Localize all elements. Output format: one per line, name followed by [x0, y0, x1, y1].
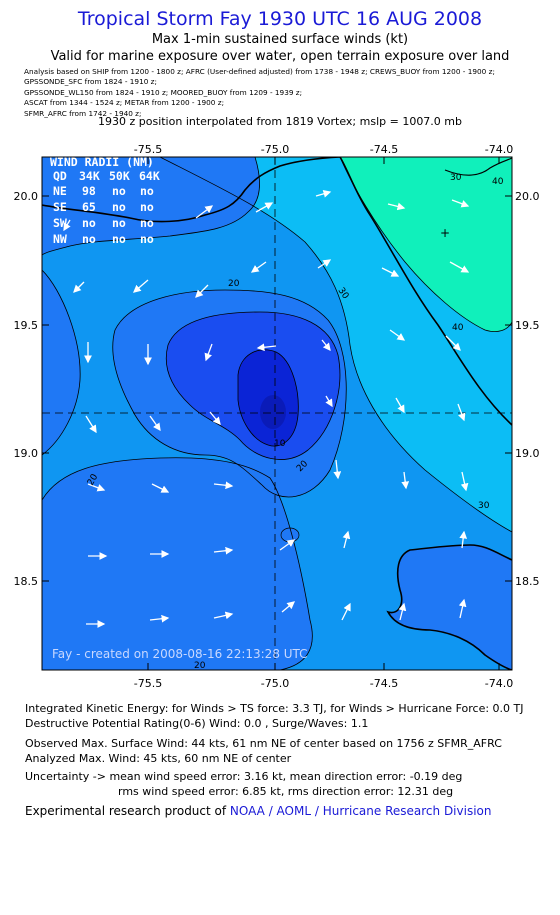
x-tick-label: -75.5	[134, 677, 162, 690]
wind-field: 30 40 20 30 40 10 20 20 30 20 + WIND RAD…	[42, 155, 512, 671]
credit-line: Fay - created on 2008-08-16 22:13:28 UTC	[52, 647, 308, 661]
radii-cell: no	[140, 216, 154, 230]
radii-cell: 98	[82, 184, 96, 198]
source-line: GPSSONDE_WL150 from 1824 - 1910 z; MOORE…	[24, 87, 303, 97]
x-tick-label: -75.5	[134, 143, 162, 156]
map-frame	[41, 156, 513, 671]
radii-header-qd: QD	[53, 169, 67, 183]
contour-label: 30	[450, 173, 462, 183]
map-title: Tropical Storm Fay 1930 UTC 16 AUG 2008	[77, 8, 483, 30]
y-tick-label: 20.0	[14, 190, 39, 203]
radii-cell: no	[82, 216, 96, 230]
radii-cell: no	[140, 200, 154, 214]
y-tick-labels-right: 20.0 19.5 19.0 18.5	[515, 190, 540, 588]
ike-line: Integrated Kinetic Energy: for Winds > T…	[25, 702, 524, 715]
y-tick-labels-left: 20.0 19.5 19.0 18.5	[14, 190, 39, 588]
contour-label: 40	[492, 177, 504, 187]
x-tick-label: -74.5	[370, 677, 398, 690]
x-tick-labels-bottom: -75.5 -75.0 -74.5 -74.0	[134, 677, 513, 690]
uncertainty-rms-line: rms wind speed error: 6.85 kt, rms direc…	[118, 785, 454, 798]
x-tick-label: -74.5	[370, 143, 398, 156]
contour-label: 30	[478, 501, 490, 511]
max-wind-marker: +	[440, 226, 450, 240]
x-tick-label: -74.0	[485, 143, 513, 156]
observed-max-line: Observed Max. Surface Wind: 44 kts, 61 n…	[25, 737, 502, 750]
radii-cell: no	[112, 184, 126, 198]
contour-20-west	[42, 269, 81, 456]
data-sources: Analysis based on SHIP from 1200 - 1800 …	[24, 67, 495, 119]
coastline-east	[339, 157, 512, 426]
source-line: ASCAT from 1344 - 1524 z; METAR from 120…	[24, 98, 225, 108]
x-tick-label: -75.0	[261, 677, 289, 690]
coastline-ne-island	[444, 157, 512, 176]
local-minimum	[280, 527, 300, 543]
radii-cell: SW	[53, 216, 67, 230]
footer-prefix: Experimental research product of	[25, 804, 230, 818]
contour-10	[165, 311, 341, 460]
band-10-20-south	[42, 457, 313, 670]
radii-header-34k: 34K	[79, 169, 100, 183]
y-tick-label: 19.0	[14, 447, 39, 460]
position-line: 1930 z position interpolated from 1819 V…	[97, 115, 462, 128]
wind-radii-table: WIND RADII (NM) QD 34K 50K 64K NE 98 no …	[50, 155, 160, 246]
band-10-20-north	[42, 157, 260, 255]
radii-cell: NE	[53, 184, 67, 198]
analyzed-max-line: Analyzed Max. Wind: 45 kts, 60 nm NE of …	[25, 752, 292, 765]
radii-cell: 65	[82, 200, 96, 214]
tick-marks	[42, 157, 512, 670]
contour-label: 20	[228, 279, 240, 289]
contour-30-east	[159, 157, 512, 533]
dpr-line: Destructive Potential Rating(0-6) Wind: …	[25, 717, 369, 730]
x-tick-label: -74.0	[485, 677, 513, 690]
radii-header-50k: 50K	[109, 169, 130, 183]
y-tick-label: 18.5	[14, 575, 39, 588]
y-tick-label: 19.0	[515, 447, 540, 460]
contour-20-south	[42, 457, 313, 670]
footer-org-link[interactable]: NOAA / AOML / Hurricane Research Divisio…	[229, 804, 492, 818]
radii-cell: no	[140, 232, 154, 246]
contour-label: 10	[274, 439, 286, 449]
y-tick-label: 20.0	[515, 190, 540, 203]
y-tick-label: 19.5	[515, 319, 540, 332]
source-line: GPSSONDE_SFC from 1824 - 1910 z;	[24, 77, 157, 87]
exposure-note: Valid for marine exposure over water, op…	[50, 49, 510, 64]
wind-vectors	[63, 190, 470, 628]
radii-title: WIND RADII (NM)	[50, 155, 154, 169]
radii-cell: NW	[53, 232, 67, 246]
y-tick-label: 18.5	[515, 575, 540, 588]
radii-cell: no	[112, 216, 126, 230]
y-tick-label: 19.5	[14, 319, 39, 332]
x-tick-label: -75.0	[261, 143, 289, 156]
radii-cell: SE	[53, 200, 67, 214]
x-tick-labels-top: -75.5 -75.0 -74.5 -74.0	[134, 143, 513, 156]
contour-label: 20	[194, 661, 206, 671]
footer: Experimental research product of NOAA / …	[25, 804, 491, 818]
contour-label: 40	[452, 323, 464, 333]
radii-cell: no	[112, 232, 126, 246]
map-subtitle: Max 1-min sustained surface winds (kt)	[151, 32, 409, 47]
contour-20-north	[42, 157, 260, 256]
band-10-20-west	[42, 270, 81, 455]
coastline-north	[42, 157, 341, 223]
radii-cell: no	[112, 200, 126, 214]
radii-cell: no	[140, 184, 154, 198]
radii-cell: no	[82, 232, 96, 246]
source-line: SFMR_AFRC from 1742 - 1940 z;	[24, 108, 142, 118]
center-minimum	[260, 395, 286, 429]
source-line: Analysis based on SHIP from 1200 - 1800 …	[24, 67, 495, 76]
radii-header-64k: 64K	[139, 169, 160, 183]
contour-20-central	[112, 289, 347, 498]
uncertainty-mean-line: Uncertainty -> mean wind speed error: 3.…	[25, 770, 463, 783]
